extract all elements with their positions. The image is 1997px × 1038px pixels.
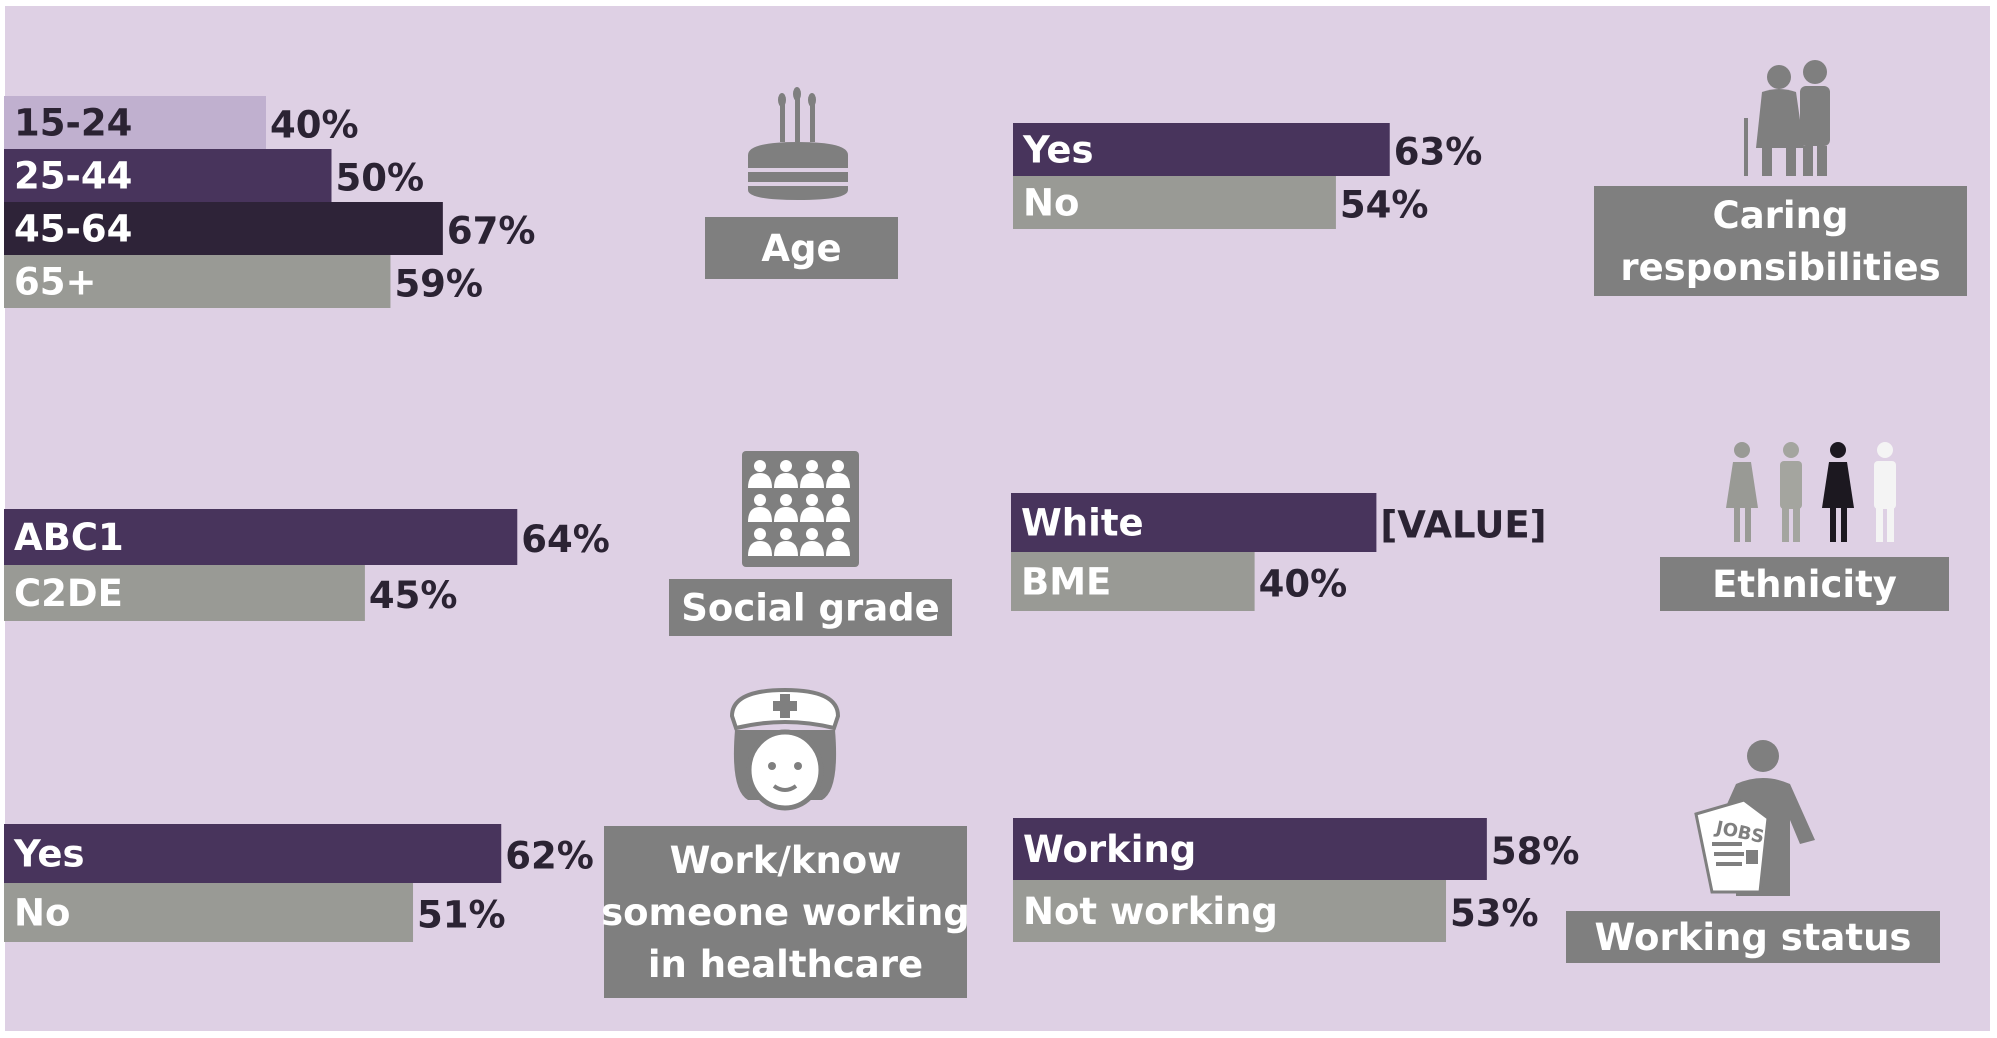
- bar-value-label: [VALUE]: [1380, 504, 1546, 547]
- birthday-cake-icon: [748, 87, 848, 200]
- category-title: someone working: [601, 891, 970, 934]
- bar-value-label: 62%: [505, 835, 594, 878]
- category-title-box: [1566, 911, 1940, 963]
- bar-value-label: 64%: [521, 518, 610, 561]
- bar-category-label: BME: [1021, 561, 1111, 604]
- bar: [4, 202, 443, 255]
- bar-category-label: C2DE: [14, 572, 123, 615]
- bar: [1013, 123, 1390, 176]
- bar-value-label: 63%: [1394, 131, 1483, 174]
- bar-value-label: 45%: [369, 574, 458, 617]
- people-icon: [1726, 442, 1896, 542]
- bar: [4, 565, 365, 621]
- bar-category-label: Yes: [13, 833, 85, 876]
- category-title: Work/know: [670, 839, 902, 882]
- category-title: Ethnicity: [1712, 563, 1897, 606]
- bar-value-label: 53%: [1450, 892, 1539, 935]
- bar: [1011, 552, 1255, 611]
- bar-category-label: No: [14, 892, 70, 935]
- category-title-box: [1594, 186, 1967, 296]
- bar-value-label: 67%: [447, 210, 536, 253]
- bar-value-label: 40%: [1259, 563, 1348, 606]
- category-title: Working status: [1595, 916, 1912, 959]
- crowd-icon: [742, 451, 859, 567]
- bar-category-label: 25-44: [14, 155, 132, 198]
- bar-category-label: White: [1021, 502, 1144, 545]
- bar-value-label: 51%: [417, 894, 506, 937]
- bar-category-label: 15-24: [14, 102, 132, 145]
- bar-category-label: ABC1: [14, 516, 124, 559]
- bar: [4, 96, 266, 149]
- bar-category-label: No: [1023, 182, 1079, 225]
- bar: [1011, 493, 1377, 552]
- bar-value-label: 50%: [336, 157, 425, 200]
- category-title-box: [705, 217, 898, 279]
- bar-category-label: Yes: [1022, 129, 1094, 172]
- nurse-icon: [729, 687, 841, 811]
- bar: [1013, 818, 1487, 880]
- category-title-box: [1660, 557, 1949, 611]
- category-title: Caring: [1713, 194, 1849, 237]
- bar: [4, 824, 502, 883]
- bar-category-label: Not working: [1023, 890, 1278, 933]
- bar-value-label: 58%: [1491, 830, 1580, 873]
- bar-category-label: Working: [1023, 828, 1196, 871]
- bar: [4, 509, 518, 565]
- bar: [1013, 880, 1447, 942]
- bar-value-label: 40%: [270, 104, 359, 147]
- category-title: responsibilities: [1620, 246, 1940, 289]
- category-title: Age: [761, 227, 841, 270]
- jobs-newspaper-icon: JOBS: [1694, 740, 1815, 896]
- category-title: Social grade: [681, 587, 940, 630]
- bar: [4, 255, 391, 308]
- category-title-box: [669, 579, 952, 636]
- bar: [4, 883, 414, 942]
- category-title: in healthcare: [648, 943, 923, 986]
- bar-value-label: 54%: [1340, 184, 1429, 227]
- elderly-couple-icon: [1744, 60, 1830, 176]
- category-title-box: [604, 826, 967, 998]
- bar: [1013, 176, 1336, 229]
- bar-category-label: 65+: [14, 261, 97, 304]
- bar-category-label: 45-64: [14, 208, 132, 251]
- bar: [4, 149, 332, 202]
- bar-value-label: 59%: [394, 263, 483, 306]
